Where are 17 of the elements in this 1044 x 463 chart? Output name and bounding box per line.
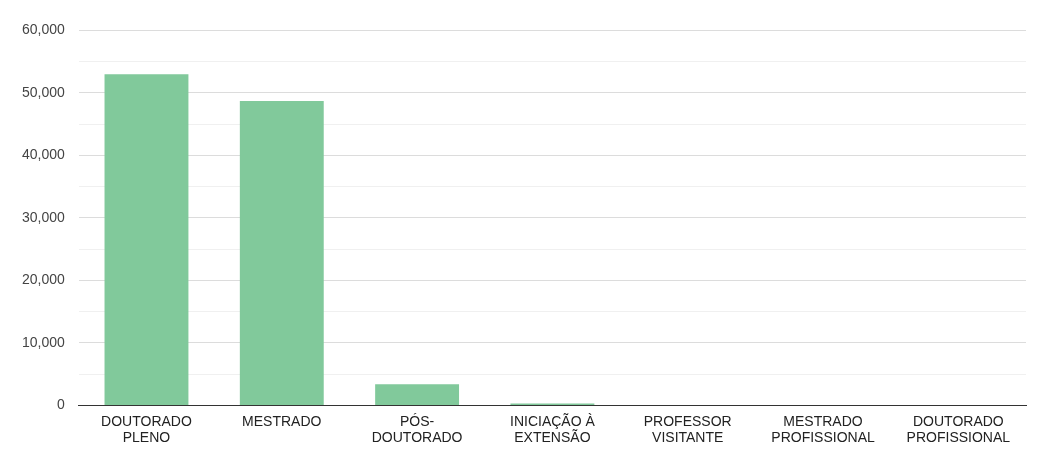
x-tick-label: INICIAÇÃO À EXTENSÃO <box>510 412 596 446</box>
y-tick-label: 30,000 <box>21 208 66 225</box>
bar <box>239 101 324 405</box>
y-tick-label: 20,000 <box>21 271 66 288</box>
x-tick-label: MESTRADO PROFISSIONAL <box>771 412 875 446</box>
y-tick-label: 10,000 <box>21 333 66 350</box>
y-tick-label: 60,000 <box>21 21 66 38</box>
bar <box>104 74 189 405</box>
y-tick-label: 0 <box>57 396 66 413</box>
x-tick-label: DOUTORADO PROFISSIONAL <box>906 412 1011 446</box>
y-tick-label: 50,000 <box>21 83 66 100</box>
x-tick-label: PÓS-DOUTORADO <box>371 412 463 446</box>
x-tick-label: PROFESSOR VISITANTE <box>643 412 732 446</box>
x-tick-label: MESTRADO <box>242 412 322 429</box>
bar <box>375 384 460 405</box>
x-tick-label: DOUTORADO PLENO <box>101 412 192 446</box>
y-tick-label: 40,000 <box>21 146 66 163</box>
